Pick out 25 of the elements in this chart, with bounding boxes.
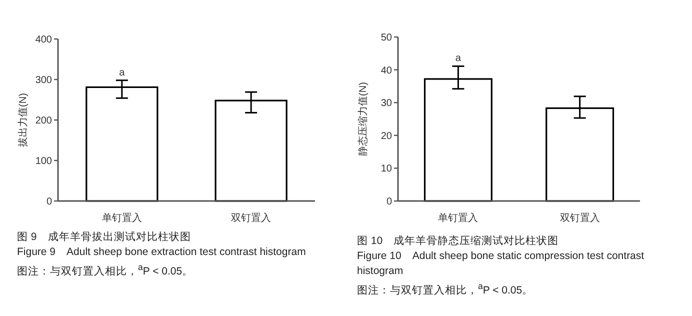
x-tick-label: 单钉置入 xyxy=(102,212,142,224)
y-tick-label: 50 xyxy=(380,32,392,44)
text: Figure 9 Adult sheep bone extraction test contrast histogram xyxy=(17,245,307,260)
y-tick-label: 0 xyxy=(386,196,392,208)
text: 图 10 成年羊骨静态压缩测试对比柱状图 xyxy=(357,234,560,249)
x-tick-label: 单钉置入 xyxy=(438,212,478,224)
y-tick-label: 300 xyxy=(35,75,52,86)
text: 图 9 成年羊骨拔出测试对比柱状图 xyxy=(17,230,192,245)
x-tick-label: 双钉置入 xyxy=(560,212,600,224)
annotation: a xyxy=(455,53,462,64)
y-tick-label: 20 xyxy=(380,130,392,142)
y-tick-label: 10 xyxy=(380,164,392,175)
text: 图注：与双钉置入相比，$^{a}$P < 0.05。 xyxy=(357,280,534,298)
text: Figure 10 Adult sheep bone static compression test contrast histogram xyxy=(357,249,646,279)
text: 图注：与双钉置入相比，$^{a}$P < 0.05。 xyxy=(17,261,194,280)
y-tick-label: 0 xyxy=(46,196,52,208)
x-tick-label: 双钉置入 xyxy=(231,212,272,224)
y-axis-title: 静态压缩力值(N) xyxy=(357,82,369,156)
y-axis-title: 拔出力值(N) xyxy=(17,93,29,147)
y-tick-label: 100 xyxy=(35,156,52,167)
y-tick-label: 40 xyxy=(380,65,392,76)
y-tick-label: 30 xyxy=(380,98,392,110)
y-tick-label: 200 xyxy=(35,116,52,126)
annotation: a xyxy=(119,67,126,78)
y-tick-label: 400 xyxy=(35,34,52,46)
